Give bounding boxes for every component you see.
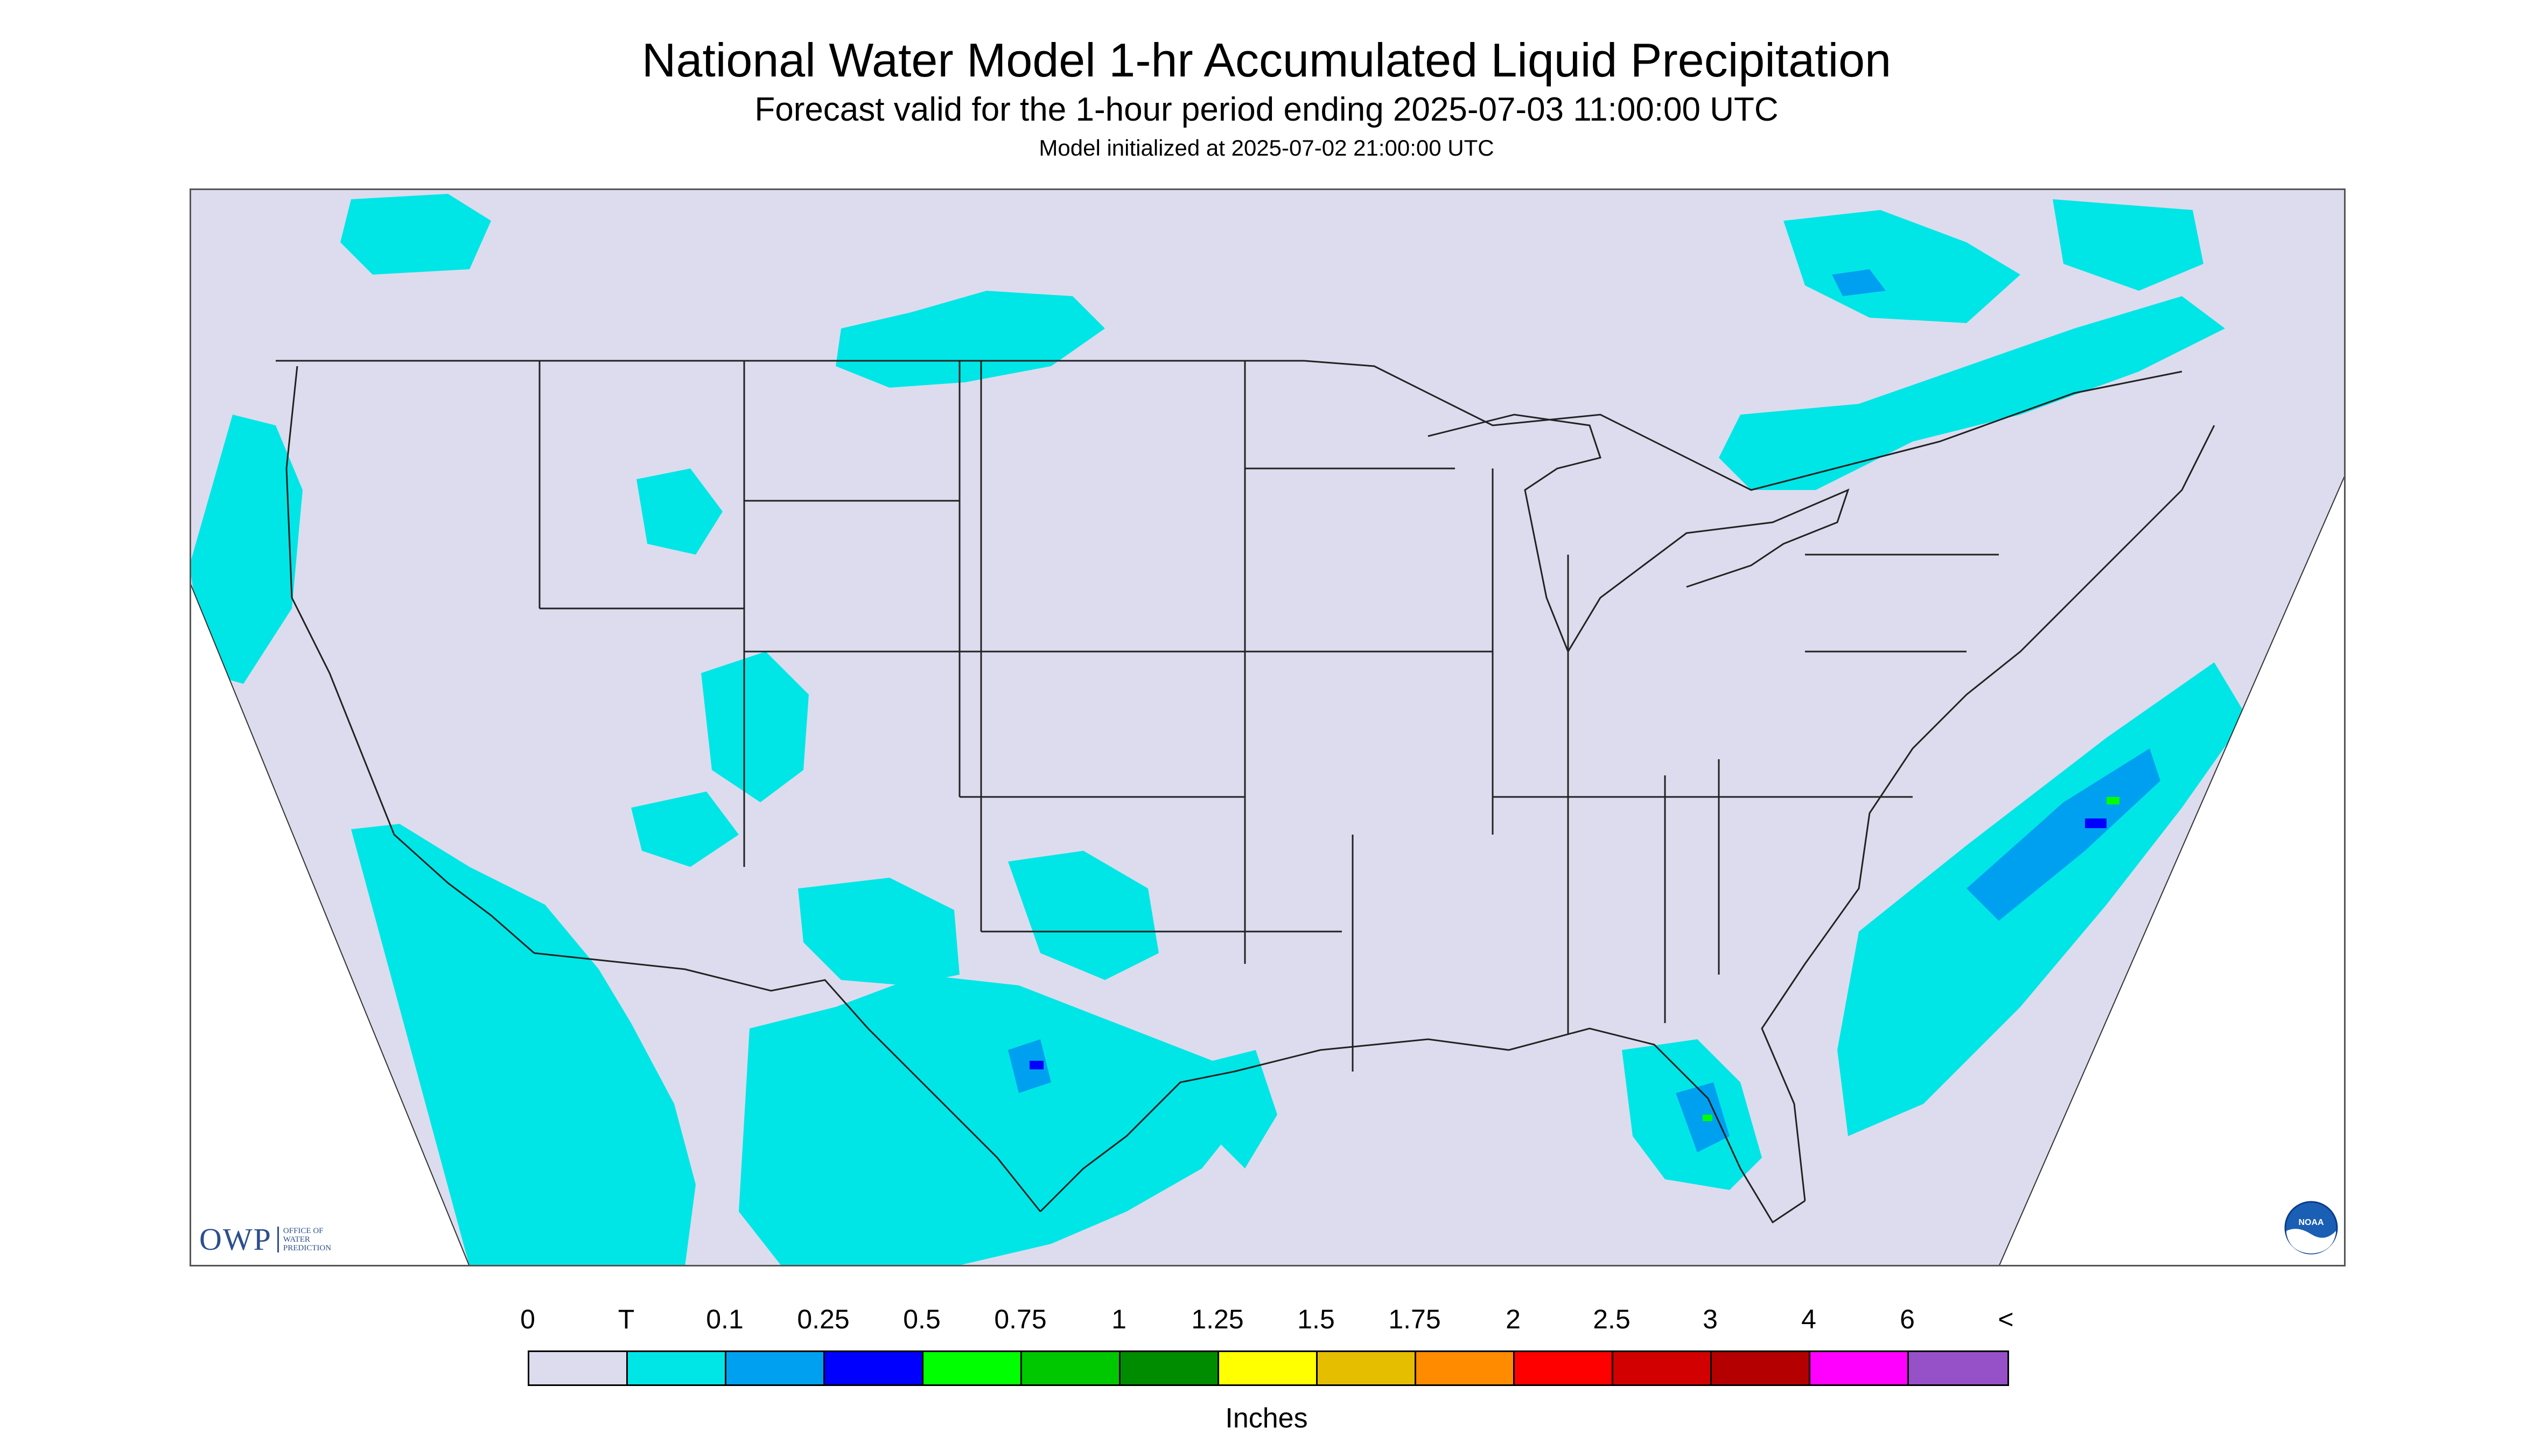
precip-utah bbox=[631, 792, 739, 867]
us-mexico-border bbox=[534, 952, 1041, 1212]
legend-swatch bbox=[1909, 1352, 2007, 1384]
precip-west-coast bbox=[190, 415, 303, 684]
noaa-logo-text: NOAA bbox=[2298, 1218, 2324, 1227]
precip-quebec bbox=[2053, 199, 2203, 291]
owp-logo-line: PREDICTION bbox=[283, 1243, 332, 1252]
legend-swatch bbox=[1515, 1352, 1613, 1384]
no-data-wedge-se bbox=[1998, 473, 2346, 1266]
owp-logo: OWP OFFICE OF WATER PREDICTION bbox=[199, 1221, 331, 1257]
model-init-line: Model initialized at 2025-07-02 21:00:00… bbox=[1039, 135, 1494, 160]
legend-swatch bbox=[923, 1352, 1022, 1384]
us-canada-border bbox=[276, 360, 2182, 491]
legend-label: 1 bbox=[1111, 1304, 1126, 1334]
owp-logo-subtext: OFFICE OF WATER PREDICTION bbox=[277, 1226, 332, 1252]
legend-swatch bbox=[1712, 1352, 1810, 1384]
legend-label: < bbox=[1998, 1304, 2014, 1334]
precip-core-green-atlantic bbox=[2107, 797, 2119, 804]
legend-swatch bbox=[1022, 1352, 1121, 1384]
precip-pacific-sw bbox=[351, 824, 696, 1266]
owp-logo-letters: OWP bbox=[199, 1222, 272, 1257]
precip-st-lawrence bbox=[1719, 296, 2225, 490]
precipitation-map: OWP OFFICE OF WATER PREDICTION NOAA bbox=[190, 188, 2346, 1266]
map-frame bbox=[190, 188, 2346, 1266]
legend-label: 0.25 bbox=[797, 1304, 850, 1334]
legend-swatch bbox=[1810, 1352, 1909, 1384]
precip-core-blue-atlantic bbox=[2085, 818, 2107, 828]
noaa-logo: NOAA bbox=[2284, 1201, 2338, 1255]
owp-logo-line: OFFICE OF bbox=[283, 1226, 324, 1235]
precip-core-green-florida bbox=[1703, 1115, 1712, 1121]
precip-texas-coast bbox=[1213, 1050, 1277, 1168]
legend-label: 1.75 bbox=[1388, 1304, 1441, 1334]
west-coast bbox=[285, 366, 535, 954]
state-lines bbox=[538, 361, 1999, 1072]
precip-core-atlantic bbox=[1967, 748, 2160, 921]
state-boundaries bbox=[276, 360, 2215, 1224]
legend-swatch bbox=[1613, 1352, 1712, 1384]
precip-montana bbox=[836, 291, 1105, 388]
precip-four-corners bbox=[701, 652, 809, 802]
legend-label: 0.5 bbox=[903, 1304, 941, 1334]
legend-swatch bbox=[1416, 1352, 1515, 1384]
map-title: National Water Model 1-hr Accumulated Li… bbox=[641, 33, 1892, 87]
legend-label: 2.5 bbox=[1593, 1304, 1631, 1334]
legend-swatch bbox=[628, 1352, 726, 1384]
map-canvas bbox=[190, 188, 2346, 1266]
great-lakes bbox=[1428, 414, 1850, 654]
precip-trace-areas bbox=[190, 194, 2247, 1266]
forecast-valid-subtitle: Forecast valid for the 1-hour period end… bbox=[754, 91, 1779, 128]
legend-label: 4 bbox=[1801, 1304, 1816, 1334]
legend-swatch bbox=[1121, 1352, 1219, 1384]
east-coast bbox=[1761, 425, 2215, 1201]
legend-label: 0.1 bbox=[706, 1304, 744, 1334]
legend-units: Inches bbox=[1225, 1403, 1308, 1434]
legend-label: 0 bbox=[520, 1304, 535, 1334]
owp-logo-line: WATER bbox=[283, 1235, 310, 1244]
legend-label: 0.75 bbox=[994, 1304, 1047, 1334]
legend-label: 1.5 bbox=[1297, 1304, 1335, 1334]
legend-swatch bbox=[825, 1352, 923, 1384]
legend-swatch bbox=[1219, 1352, 1318, 1384]
legend-label: 6 bbox=[1900, 1304, 1915, 1334]
precip-new-mexico bbox=[798, 878, 960, 985]
gulf-coast bbox=[1039, 1027, 1806, 1224]
legend-swatch bbox=[1318, 1352, 1416, 1384]
legend-swatch bbox=[726, 1352, 825, 1384]
precip-texas bbox=[739, 975, 1245, 1266]
legend-colorbar bbox=[528, 1350, 2009, 1386]
precip-bc bbox=[340, 194, 491, 275]
legend-swatch bbox=[529, 1352, 628, 1384]
precip-wyoming bbox=[636, 468, 723, 555]
legend-label: T bbox=[618, 1304, 635, 1334]
no-data-wedge-sw bbox=[190, 581, 471, 1266]
precip-core-ontario bbox=[1832, 269, 1886, 296]
precip-oklahoma bbox=[1008, 851, 1159, 980]
precip-core-blue-texas bbox=[1030, 1061, 1044, 1069]
legend-label: 2 bbox=[1506, 1304, 1521, 1334]
legend-labels: 0 T 0.1 0.25 0.5 0.75 1 1.25 1.5 1.75 2 2.5 3 4 6 < bbox=[0, 1303, 2533, 1341]
precip-heavy-cores bbox=[1030, 797, 2119, 1121]
legend-label: 3 bbox=[1703, 1304, 1718, 1334]
legend-label: 1.25 bbox=[1191, 1304, 1244, 1334]
